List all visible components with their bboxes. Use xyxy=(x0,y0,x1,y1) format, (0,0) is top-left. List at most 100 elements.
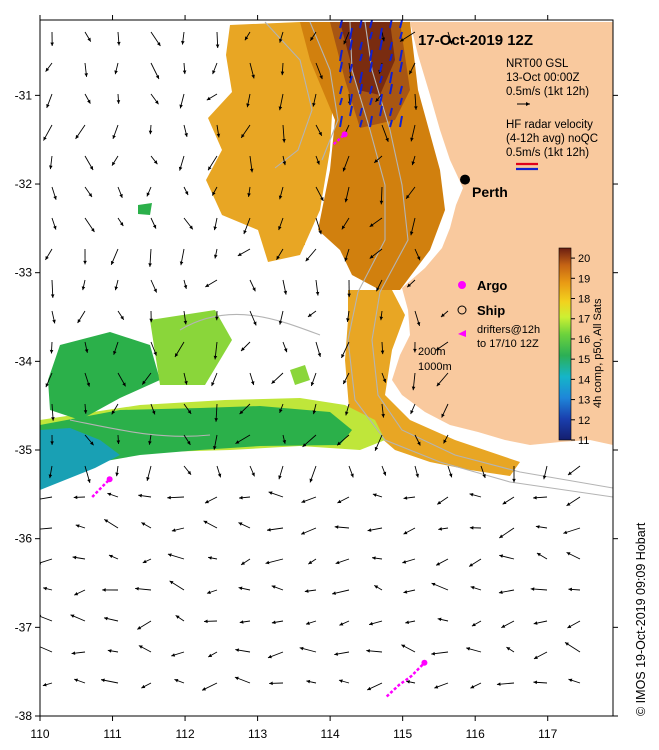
current-arrowhead xyxy=(211,382,215,387)
current-arrowhead xyxy=(87,478,91,483)
current-arrowhead xyxy=(312,102,316,107)
current-arrowhead xyxy=(153,351,157,356)
current-arrowhead xyxy=(320,197,324,201)
hf-radar-arrow xyxy=(379,27,383,40)
current-arrowhead xyxy=(183,320,188,325)
current-arrowhead xyxy=(499,534,504,538)
sst-green-west xyxy=(48,332,160,420)
nrt-scale-arrowhead xyxy=(526,102,530,106)
current-arrowhead xyxy=(152,224,157,229)
current-arrowhead xyxy=(251,74,255,79)
current-arrowhead xyxy=(181,40,185,45)
current-arrowhead xyxy=(122,382,126,387)
current-arrowhead xyxy=(70,614,75,618)
current-arrowhead xyxy=(84,73,88,77)
current-arrowhead xyxy=(83,260,87,265)
current-arrowhead xyxy=(214,418,219,422)
current-arrowhead xyxy=(142,559,147,564)
argo-symbol xyxy=(458,281,466,289)
current-arrowhead xyxy=(50,441,54,445)
current-arrowhead xyxy=(115,472,119,477)
current-arrowhead xyxy=(301,531,306,535)
current-arrowhead xyxy=(302,443,307,447)
hf-radar-arrow xyxy=(369,31,373,40)
hf-radar-arrow xyxy=(369,49,373,62)
current-arrowhead xyxy=(498,590,503,594)
hf-radar-arrow xyxy=(369,115,373,128)
current-arrowhead xyxy=(506,647,511,651)
current-arrowhead xyxy=(213,355,218,360)
current-arrowhead xyxy=(410,410,414,415)
x-tick-label: 115 xyxy=(393,727,412,741)
drifter-track xyxy=(385,661,426,698)
current-arrowhead xyxy=(381,37,386,42)
current-arrowhead xyxy=(443,439,447,444)
current-arrowhead xyxy=(235,440,240,444)
current-arrowhead xyxy=(369,223,374,227)
current-arrowhead xyxy=(87,99,91,104)
current-arrowhead xyxy=(312,410,317,415)
current-arrowhead xyxy=(310,36,314,41)
sst-green-speck-1 xyxy=(138,203,152,215)
current-arrowhead xyxy=(319,75,323,80)
sst-lightgreen-mid xyxy=(150,310,232,385)
hf-radar-arrow xyxy=(349,27,353,40)
current-arrowhead xyxy=(148,130,153,135)
current-arrowhead xyxy=(337,499,342,503)
hf-legend-line-3: 0.5m/s (1kt 12h) xyxy=(506,147,589,159)
current-arrowhead xyxy=(108,554,113,559)
current-arrowhead xyxy=(53,195,57,200)
current-arrowhead xyxy=(568,678,573,683)
current-arrowhead xyxy=(449,40,453,45)
y-axis: -31 -32 -33 -34 -35 -36 -37 -38 xyxy=(15,88,618,723)
current-arrowhead xyxy=(350,473,354,478)
current-arrowhead xyxy=(208,653,213,658)
current-arrowhead xyxy=(402,560,407,564)
colorbar-tick-label: 15 xyxy=(578,354,590,366)
current-arrowhead xyxy=(416,322,421,326)
current-arrowhead xyxy=(241,134,245,138)
current-arrowhead xyxy=(141,684,146,689)
current-arrowhead xyxy=(87,37,91,42)
current-arrowhead xyxy=(50,42,54,47)
hf-radar-arrow xyxy=(399,85,403,95)
current-arrowhead xyxy=(110,260,115,265)
current-arrowhead xyxy=(75,524,80,528)
current-arrowhead xyxy=(215,316,219,321)
current-arrowhead xyxy=(374,159,379,163)
isobath-extra-2 xyxy=(309,21,339,161)
current-arrowhead xyxy=(334,525,339,529)
hf-radar-arrow xyxy=(339,20,343,29)
current-arrowhead xyxy=(563,530,568,535)
hf-radar-arrow xyxy=(389,83,393,95)
current-arrowhead xyxy=(471,622,476,627)
current-arrowhead xyxy=(438,527,443,531)
hf-radar-arrow xyxy=(349,39,353,51)
current-arrowhead xyxy=(376,287,380,292)
hf-radar-arrow xyxy=(339,49,343,62)
hf-radar-arrow xyxy=(399,115,403,128)
current-arrowhead xyxy=(441,413,445,418)
current-arrowhead xyxy=(566,502,571,506)
hf-radar-arrow xyxy=(399,49,403,62)
hf-radar-arrow xyxy=(389,119,393,128)
symbol-legend: Argo Ship drifters@12h to 17/10 12Z 200m… xyxy=(418,278,540,373)
current-arrowhead xyxy=(502,500,507,505)
current-arrowhead xyxy=(416,256,421,261)
current-arrowhead xyxy=(482,474,486,478)
current-arrowhead xyxy=(237,252,242,256)
current-arrowhead xyxy=(469,526,474,530)
current-arrowhead xyxy=(187,470,192,475)
hf-radar-arrow xyxy=(379,105,383,117)
current-arrowhead xyxy=(206,590,211,594)
colorbar-tick-label: 13 xyxy=(578,395,590,407)
current-arrowhead xyxy=(243,230,247,235)
current-arrowhead xyxy=(271,379,276,384)
current-arrowhead xyxy=(186,440,191,445)
current-arrowhead xyxy=(142,380,146,385)
current-arrowhead xyxy=(375,98,380,102)
current-arrowhead xyxy=(283,348,288,353)
current-arrowhead xyxy=(89,166,94,170)
current-arrowhead xyxy=(104,519,109,523)
nrt-legend: NRT00 GSL 13-Oct 00:00Z 0.5m/s (1kt 12h) xyxy=(506,58,589,106)
